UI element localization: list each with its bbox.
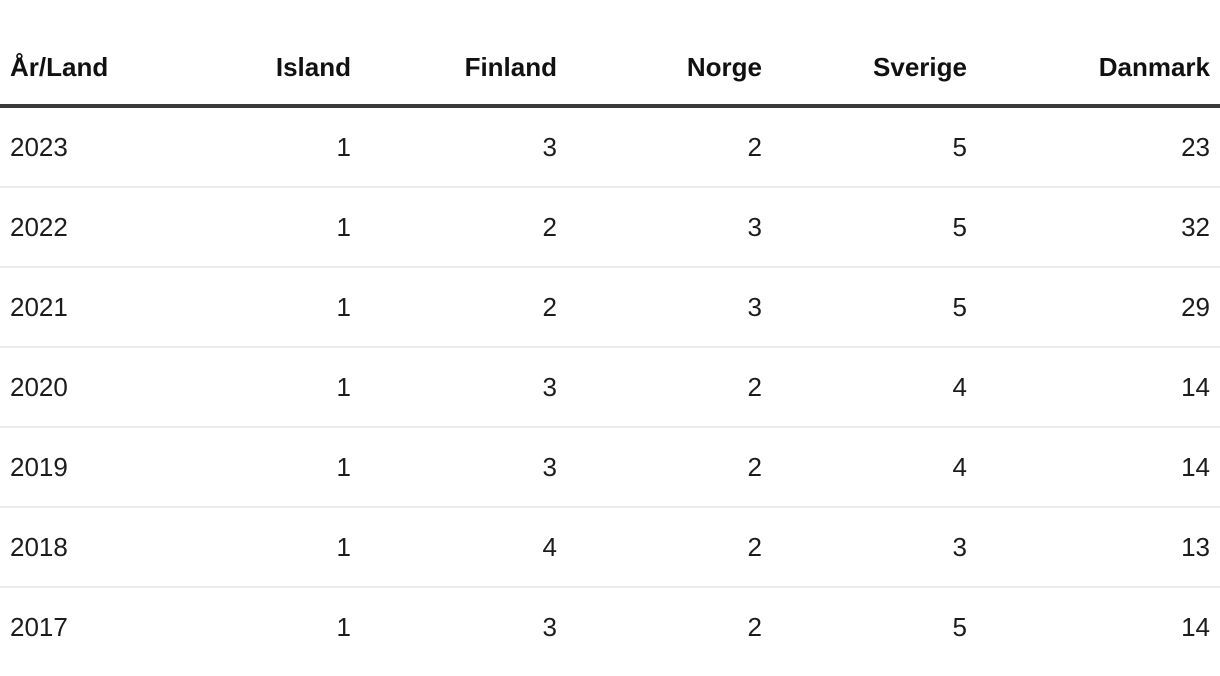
value-cell: 4 [772, 347, 977, 428]
value-cell: 4 [361, 507, 567, 588]
column-header-danmark: Danmark [977, 0, 1220, 108]
value-cell: 2 [747, 612, 762, 642]
value-cell: 2 [567, 507, 772, 588]
value-cell: 1 [155, 347, 361, 428]
table-body: 2023 1 3 2 5 23 2022 1 2 3 5 32 2021 1 2… [0, 106, 1220, 666]
column-header-finland: Finland [361, 0, 567, 108]
value-cell: 1 [155, 267, 361, 348]
table-row: 2019 1 3 2 4 14 [0, 427, 1220, 508]
value-cell: 2 [567, 347, 772, 428]
value-cell: 2 [567, 106, 772, 188]
value-cell: 3 [361, 427, 567, 508]
value-cell: 1 [155, 106, 361, 188]
table-row: 2023 1 3 2 5 23 [0, 106, 1220, 188]
value-cell: 5 [772, 187, 977, 268]
value-cell: 32 [977, 187, 1220, 268]
value-cell: 3 [567, 187, 772, 268]
year-cell: 2019 [0, 427, 155, 508]
value-cell: 5 [772, 267, 977, 348]
value-cell: 5 [772, 106, 977, 188]
table-row: 2021 1 2 3 5 29 [0, 267, 1220, 348]
value-cell: 1 [155, 507, 361, 588]
value-cell: 1 [336, 612, 351, 642]
value-cell: 1 [155, 187, 361, 268]
value-cell: 29 [977, 267, 1220, 348]
table-row: 2017 1 3 2 5 14 [0, 587, 1220, 666]
year-cell: 2018 [0, 507, 155, 588]
year-cell: 2022 [0, 187, 155, 268]
column-header-norge: Norge [567, 0, 772, 108]
table-row: 2018 1 4 2 3 13 [0, 507, 1220, 588]
value-cell: 3 [772, 507, 977, 588]
value-cell: 3 [542, 612, 557, 642]
value-cell: 2 [567, 427, 772, 508]
value-cell: 14 [977, 427, 1220, 508]
value-cell: 2 [361, 267, 567, 348]
value-cell: 4 [772, 427, 977, 508]
table-row: 2020 1 3 2 4 14 [0, 347, 1220, 428]
value-cell: 3 [567, 267, 772, 348]
value-cell: 14 [977, 347, 1220, 428]
year-cell: 2023 [0, 106, 155, 188]
year-cell: 2020 [0, 347, 155, 428]
column-header-year-land: År/Land [0, 0, 155, 108]
value-cell: 13 [977, 507, 1220, 588]
value-cell: 14 [1181, 612, 1210, 642]
table-row: 2022 1 2 3 5 32 [0, 187, 1220, 268]
year-cell: 2017 [10, 612, 68, 642]
value-cell: 2 [361, 187, 567, 268]
year-cell: 2021 [0, 267, 155, 348]
table-header: År/Land Island Finland Norge Sverige Dan… [0, 0, 1220, 108]
header-row: År/Land Island Finland Norge Sverige Dan… [0, 0, 1220, 108]
value-cell: 5 [952, 612, 967, 642]
column-header-sverige: Sverige [772, 0, 977, 108]
value-cell: 3 [361, 347, 567, 428]
value-cell: 23 [977, 106, 1220, 188]
value-cell: 3 [361, 106, 567, 188]
column-header-island: Island [155, 0, 361, 108]
value-cell: 1 [155, 427, 361, 508]
